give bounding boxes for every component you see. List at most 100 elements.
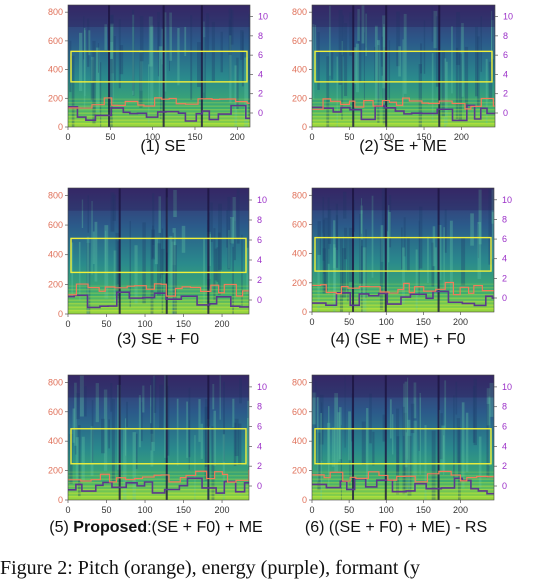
x-tick-label: 0 — [309, 505, 314, 515]
x-tick-label: 100 — [138, 319, 153, 329]
energy-line — [68, 477, 249, 494]
right-tick-label: 4 — [257, 255, 262, 265]
left-tick-label: 400 — [48, 250, 63, 260]
x-tick-label: 100 — [379, 132, 394, 142]
right-tick-label: 2 — [257, 275, 262, 285]
right-tick-label: 8 — [258, 31, 263, 41]
left-tick-label: 400 — [292, 436, 307, 446]
left-tick-label: 400 — [48, 65, 63, 75]
x-tick-label: 150 — [176, 505, 191, 515]
right-tick-label: 6 — [502, 422, 507, 432]
right-tick-label: 0 — [257, 295, 262, 305]
right-tick-label: 8 — [257, 402, 262, 412]
figure-caption: Figure 2: Pitch (orange), energy (purple… — [0, 557, 421, 579]
pitch-line — [68, 97, 250, 109]
energy-line — [68, 104, 250, 122]
x-tick-label: 200 — [453, 505, 468, 515]
right-tick-label: 8 — [502, 402, 507, 412]
panel-5-caption-post: :(SE + F0) + ME — [147, 519, 263, 536]
left-tick-label: 0 — [58, 495, 63, 505]
left-tick-label: 800 — [48, 377, 63, 387]
left-tick-label: 600 — [292, 407, 307, 417]
formant-box — [314, 428, 492, 465]
right-tick-label: 6 — [257, 235, 262, 245]
right-tick-label: 6 — [257, 422, 262, 432]
left-tick-label: 200 — [292, 278, 307, 288]
right-tick-label: 2 — [503, 89, 508, 99]
right-tick-label: 0 — [258, 108, 263, 118]
formant-box — [314, 50, 493, 83]
left-tick-label: 600 — [48, 407, 63, 417]
x-tick-label: 150 — [416, 317, 431, 327]
right-tick-label: 10 — [258, 12, 268, 22]
right-tick-label: 0 — [257, 481, 262, 491]
left-tick-label: 200 — [292, 93, 307, 103]
left-tick-label: 600 — [292, 219, 307, 229]
x-tick-label: 200 — [215, 319, 230, 329]
right-tick-label: 0 — [502, 293, 507, 303]
right-tick-label: 8 — [503, 31, 508, 41]
left-tick-label: 0 — [58, 309, 63, 319]
x-tick-label: 50 — [344, 132, 354, 142]
right-tick-label: 4 — [257, 441, 262, 451]
left-tick-label: 800 — [292, 7, 307, 17]
right-tick-label: 2 — [258, 89, 263, 99]
left-tick-label: 800 — [48, 7, 63, 17]
left-tick-label: 0 — [58, 122, 63, 132]
x-tick-label: 50 — [102, 319, 112, 329]
left-tick-label: 400 — [292, 65, 307, 75]
right-tick-label: 6 — [258, 50, 263, 60]
x-tick-label: 100 — [379, 505, 394, 515]
panel-1-caption: (1) SE — [140, 138, 186, 155]
x-tick-label: 50 — [344, 317, 354, 327]
panel-5-caption: (5) Proposed:(SE + F0) + ME — [49, 519, 262, 537]
left-tick-label: 600 — [292, 36, 307, 46]
right-tick-label: 6 — [502, 234, 507, 244]
pitch-line — [68, 469, 249, 483]
x-tick-label: 0 — [309, 317, 314, 327]
energy-line — [312, 104, 495, 122]
x-tick-label: 50 — [105, 132, 115, 142]
left-tick-label: 0 — [302, 307, 307, 317]
left-tick-label: 800 — [292, 190, 307, 200]
pitch-line — [312, 97, 495, 110]
right-tick-label: 2 — [257, 461, 262, 471]
left-tick-label: 800 — [48, 190, 63, 200]
right-tick-label: 10 — [502, 195, 512, 205]
panel-5-caption-proposed: Proposed — [73, 519, 148, 536]
panel-2-caption: (2) SE + ME — [359, 138, 447, 155]
right-tick-label: 8 — [257, 215, 262, 225]
x-tick-label: 200 — [454, 132, 469, 142]
panel-5-caption-pre: (5) — [49, 519, 74, 536]
left-tick-label: 800 — [292, 377, 307, 387]
right-tick-label: 2 — [502, 461, 507, 471]
x-tick-label: 0 — [309, 132, 314, 142]
energy-line — [312, 290, 494, 307]
formant-box — [70, 237, 247, 274]
panel-6-caption: (6) ((SE + F0) + ME) - RS — [304, 519, 488, 536]
x-tick-label: 0 — [65, 132, 70, 142]
formant-box — [314, 236, 492, 272]
x-tick-label: 100 — [138, 505, 153, 515]
left-tick-label: 400 — [292, 249, 307, 259]
left-tick-label: 600 — [48, 36, 63, 46]
formant-box — [70, 50, 248, 83]
left-tick-label: 200 — [48, 279, 63, 289]
x-tick-label: 150 — [176, 319, 191, 329]
x-tick-label: 150 — [187, 132, 202, 142]
right-tick-label: 6 — [503, 50, 508, 60]
pitch-line — [68, 283, 249, 297]
left-tick-label: 400 — [48, 436, 63, 446]
x-tick-label: 100 — [145, 132, 160, 142]
pitch-line — [312, 470, 494, 483]
left-tick-label: 0 — [302, 122, 307, 132]
right-tick-label: 2 — [502, 273, 507, 283]
energy-line — [68, 291, 249, 309]
x-tick-label: 100 — [379, 317, 394, 327]
x-tick-label: 150 — [417, 132, 432, 142]
